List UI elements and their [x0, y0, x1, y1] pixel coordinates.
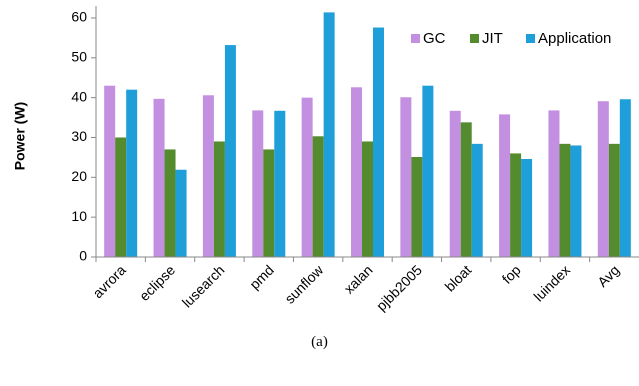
legend: GC JIT Application — [411, 30, 611, 47]
y-tick-label: 20 — [71, 168, 87, 184]
legend-swatch-application — [526, 34, 535, 43]
bar-jit-sunflow — [312, 136, 324, 257]
bar-gc-avrora — [104, 85, 116, 258]
bar-application-avrora — [126, 89, 138, 257]
legend-label-jit: JIT — [482, 30, 503, 47]
x-tick-label: xalan — [341, 262, 376, 297]
bar-application-sunflow — [323, 12, 335, 258]
bars — [104, 12, 631, 258]
bar-gc-bloat — [449, 110, 461, 258]
bar-application-pjbb2005 — [422, 85, 434, 258]
bar-application-luindex — [570, 145, 582, 257]
bar-jit-avrora — [115, 137, 127, 257]
bar-jit-eclipse — [164, 149, 176, 257]
x-tick-label: lusearch — [179, 262, 228, 311]
y-tick-label: 60 — [71, 9, 87, 25]
legend-swatch-jit — [470, 34, 479, 43]
legend-label-application: Application — [538, 30, 611, 47]
y-tick-label: 30 — [71, 128, 87, 144]
x-tick-label: pmd — [246, 262, 277, 293]
x-tick-label: bloat — [442, 262, 475, 295]
figure-caption: (a) — [311, 334, 328, 350]
y-tick-label: 10 — [71, 208, 87, 224]
y-tick-label: 40 — [71, 88, 87, 104]
bar-gc-xalan — [351, 87, 362, 257]
bar-jit-xalan — [362, 141, 373, 257]
y-tick-label: 50 — [71, 49, 87, 65]
bar-gc-sunflow — [301, 97, 313, 257]
bar-application-eclipse — [175, 169, 187, 257]
x-tick-label: luindex — [530, 262, 573, 305]
bar-jit-avg — [608, 143, 620, 257]
bar-jit-pjbb2005 — [411, 157, 423, 257]
bar-application-xalan — [373, 27, 384, 257]
x-axis: avrora eclipse lusearch pmd sunflow xalanpjbb… — [89, 256, 639, 314]
bar-jit-bloat — [460, 122, 472, 258]
bar-gc-avg — [597, 101, 609, 257]
bar-gc-luindex — [548, 110, 560, 257]
x-tick-label: pjbb2005 — [373, 262, 425, 314]
bar-gc-pjbb2005 — [400, 97, 412, 258]
bar-gc-lusearch — [202, 95, 214, 257]
x-tick-label: sunflow — [281, 261, 327, 307]
y-tick-label: 0 — [79, 248, 87, 264]
x-tick-label: Avg — [594, 262, 622, 290]
bar-jit-fop — [510, 153, 522, 257]
bar-gc-pmd — [252, 110, 264, 257]
bar-jit-lusearch — [213, 141, 225, 257]
bar-application-fop — [521, 158, 533, 257]
bar-gc-fop — [499, 114, 511, 258]
bar-application-bloat — [471, 143, 483, 257]
x-tick-label: eclipse — [136, 262, 178, 304]
legend-swatch-gc — [411, 34, 420, 43]
x-tick-label: fop — [499, 262, 524, 287]
bar-jit-pmd — [263, 149, 275, 257]
bar-gc-eclipse — [153, 98, 165, 257]
y-axis-label: Power (W) — [12, 102, 28, 170]
legend-label-gc: GC — [423, 30, 446, 47]
bar-application-avg — [619, 99, 631, 257]
x-tick-label: avrora — [89, 262, 129, 302]
bar-application-lusearch — [224, 45, 236, 258]
y-axis: 0 10 20 30 40 50 60 — [71, 6, 97, 264]
bar-application-pmd — [274, 110, 286, 258]
bar-jit-luindex — [559, 143, 571, 257]
